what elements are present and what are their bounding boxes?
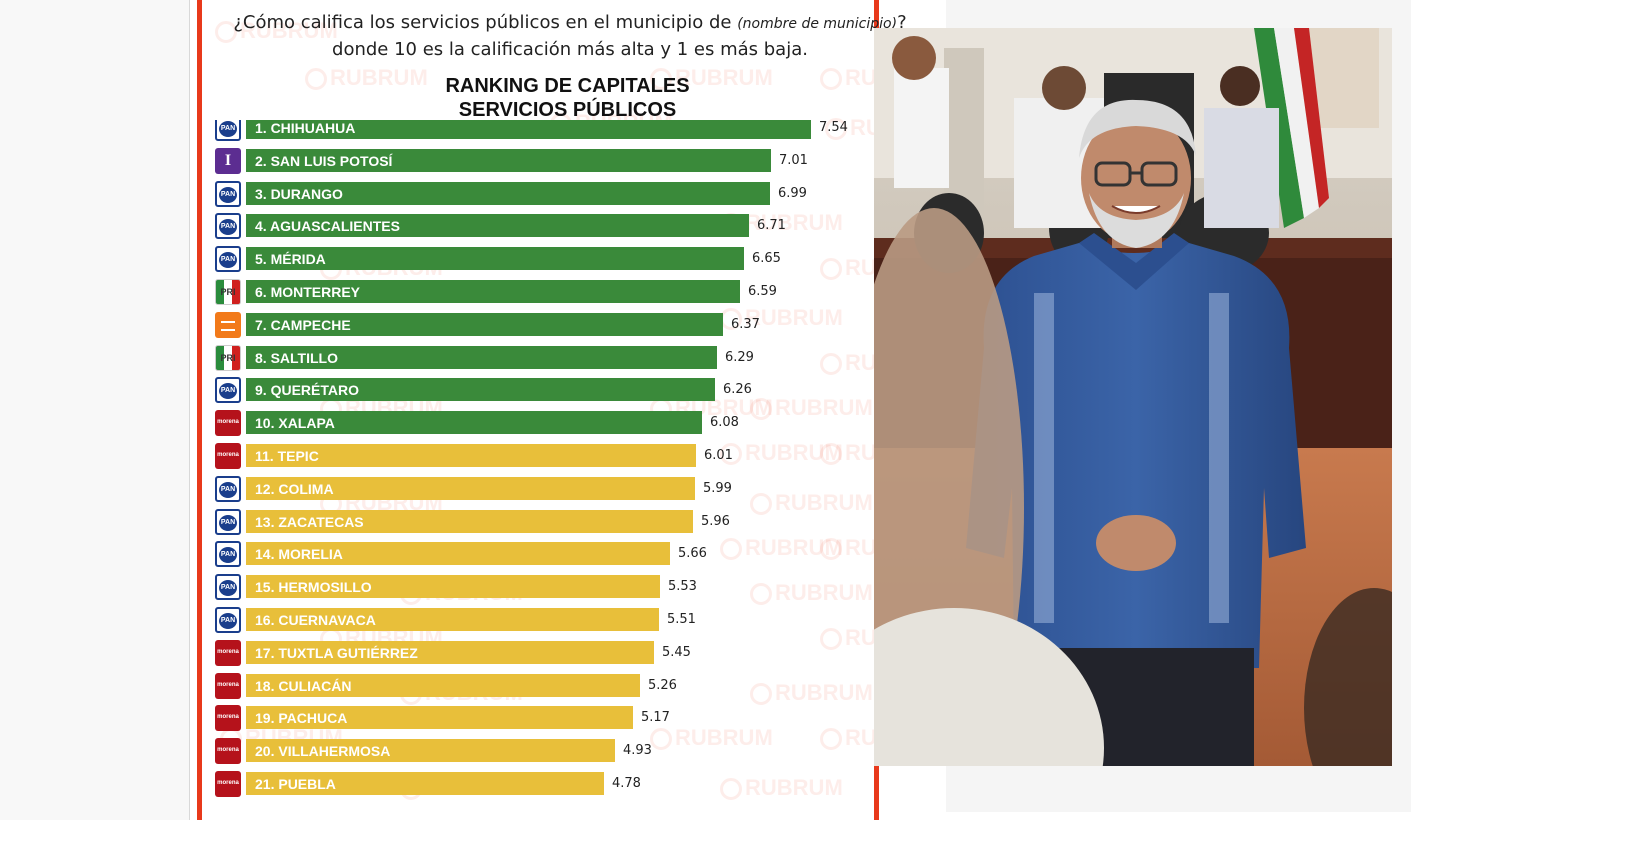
party-logo-morena-icon: morena xyxy=(215,771,241,797)
survey-question-text-end: ? donde 10 es la calificación más alta y… xyxy=(332,12,907,60)
chart-bar xyxy=(246,148,771,172)
party-logo-pan-icon: PAN xyxy=(215,377,241,404)
chart-bar xyxy=(246,444,696,467)
ranking-bar-chart: PAN 1. CHIHUAHUA 7.54 I 2. SAN LUIS POTOSÍ 7.… xyxy=(210,120,910,820)
page-left-margin xyxy=(0,0,190,820)
chart-value-label: 6.29 xyxy=(725,349,754,365)
party-logo-pan-icon: PAN xyxy=(215,541,241,568)
chart-value-label: 6.08 xyxy=(710,415,739,431)
chart-bar-label: 5. MÉRIDA xyxy=(255,251,326,268)
chart-bar xyxy=(246,706,633,730)
chart-bar-label: 15. HERMOSILLO xyxy=(255,579,372,596)
chart-title: RANKING DE CAPITALES SERVICIOS PÚBLICOS xyxy=(390,74,745,122)
survey-question-text: ¿Cómo califica los servicios públicos en… xyxy=(233,12,732,33)
chart-value-label: 6.71 xyxy=(757,218,786,234)
chart-bar-label: 12. COLIMA xyxy=(255,480,334,497)
chart-value-label: 7.01 xyxy=(779,152,808,168)
chart-bar-label: 2. SAN LUIS POTOSÍ xyxy=(255,152,393,169)
chart-value-label: 5.66 xyxy=(678,546,707,562)
chart-value-label: 5.96 xyxy=(701,513,730,529)
chart-bar xyxy=(246,181,770,205)
chart-bar-label: 8. SALTILLO xyxy=(255,349,338,366)
chart-bar xyxy=(246,411,702,435)
chart-bar xyxy=(246,640,654,664)
page-bottom-margin xyxy=(0,820,1640,856)
party-logo-pan-icon: PAN xyxy=(215,508,241,535)
chart-value-label: 5.51 xyxy=(667,612,696,627)
chart-bar-label: 1. CHIHUAHUA xyxy=(255,120,356,136)
party-logo-pan-icon: PAN xyxy=(215,180,241,207)
chart-bar xyxy=(246,509,693,533)
chart-bar-label: 9. QUERÉTARO xyxy=(255,382,359,399)
chart-bar xyxy=(246,575,660,599)
chart-bar xyxy=(246,476,695,500)
chart-bar xyxy=(246,608,659,631)
survey-question: ¿Cómo califica los servicios públicos en… xyxy=(210,10,930,62)
chart-bar xyxy=(246,247,744,271)
party-logo-pri-icon: PRI xyxy=(215,344,241,371)
chart-value-label: 5.99 xyxy=(703,480,732,496)
chart-bar xyxy=(246,772,604,795)
chart-value-label: 4.93 xyxy=(623,743,652,759)
chart-value-label: 5.53 xyxy=(668,579,697,595)
chart-value-label: 5.26 xyxy=(648,677,677,693)
party-logo-pan-icon: PAN xyxy=(215,607,241,633)
party-logo-morena-icon: morena xyxy=(215,639,241,666)
chart-bar-label: 17. TUXTLA GUTIÉRREZ xyxy=(255,644,418,661)
party-logo-pan-icon: PAN xyxy=(215,574,241,601)
chart-value-label: 4.78 xyxy=(612,776,641,791)
chart-bar xyxy=(246,345,717,369)
chart-bar-label: 6. MONTERREY xyxy=(255,284,361,300)
chart-bar-label: 21. PUEBLA xyxy=(255,776,336,792)
mayor-photo xyxy=(874,28,1392,766)
chart-value-label: 6.99 xyxy=(778,185,807,201)
chart-bar xyxy=(246,280,740,303)
chart-title-line2: SERVICIOS PÚBLICOS xyxy=(458,99,677,121)
party-logo-mc-icon xyxy=(215,311,241,338)
party-logo-pan-icon: PAN xyxy=(215,120,241,141)
chart-bar-label: 13. ZACATECAS xyxy=(255,513,364,530)
chart-bar xyxy=(246,120,811,139)
party-logo-morena-icon: morena xyxy=(215,410,241,437)
chart-value-label: 6.59 xyxy=(748,284,777,299)
survey-question-hint: (nombre de municipio) xyxy=(737,16,898,32)
infographic-left-accent-bar xyxy=(197,0,202,820)
party-logo-morena-icon: morena xyxy=(215,443,241,469)
chart-value-label: 6.65 xyxy=(752,251,781,267)
chart-bar xyxy=(246,673,640,697)
chart-value-label: 7.54 xyxy=(819,120,848,135)
party-logo-pan-icon: PAN xyxy=(215,475,241,502)
chart-bar-label: 3. DURANGO xyxy=(255,185,343,202)
chart-title-line1: RANKING DE CAPITALES xyxy=(445,75,690,97)
chart-bar-label: 10. XALAPA xyxy=(255,415,335,432)
chart-bar xyxy=(246,378,715,402)
chart-value-label: 6.37 xyxy=(731,316,760,332)
party-logo-pan-icon: PAN xyxy=(215,213,241,240)
chart-value-label: 5.17 xyxy=(641,710,670,726)
party-logo-morena-icon: morena xyxy=(215,705,241,732)
party-logo-indep-icon: I xyxy=(215,147,241,174)
chart-bar xyxy=(246,312,723,336)
chart-bar-label: 20. VILLAHERMOSA xyxy=(255,743,391,760)
chart-value-label: 5.45 xyxy=(662,644,691,660)
party-logo-pri-icon: PRI xyxy=(215,279,241,305)
chart-bar-label: 16. CUERNAVACA xyxy=(255,612,376,628)
chart-bar-label: 11. TEPIC xyxy=(255,448,319,464)
chart-bar-label: 14. MORELIA xyxy=(255,546,343,563)
chart-value-label: 6.01 xyxy=(704,448,733,463)
party-logo-morena-icon: morena xyxy=(215,672,241,699)
party-logo-morena-icon: morena xyxy=(215,738,241,765)
chart-bar-label: 18. CULIACÁN xyxy=(255,677,352,694)
party-logo-pan-icon: PAN xyxy=(215,246,241,273)
mayor-photo-illustration xyxy=(874,28,1392,766)
chart-bar-label: 4. AGUASCALIENTES xyxy=(255,218,400,235)
chart-bar-label: 19. PACHUCA xyxy=(255,710,348,727)
chart-bar xyxy=(246,214,749,238)
chart-bar xyxy=(246,542,670,566)
chart-value-label: 6.26 xyxy=(723,382,752,398)
page-left-border xyxy=(189,0,190,820)
chart-bar xyxy=(246,739,615,763)
chart-bar-label: 7. CAMPECHE xyxy=(255,316,351,333)
